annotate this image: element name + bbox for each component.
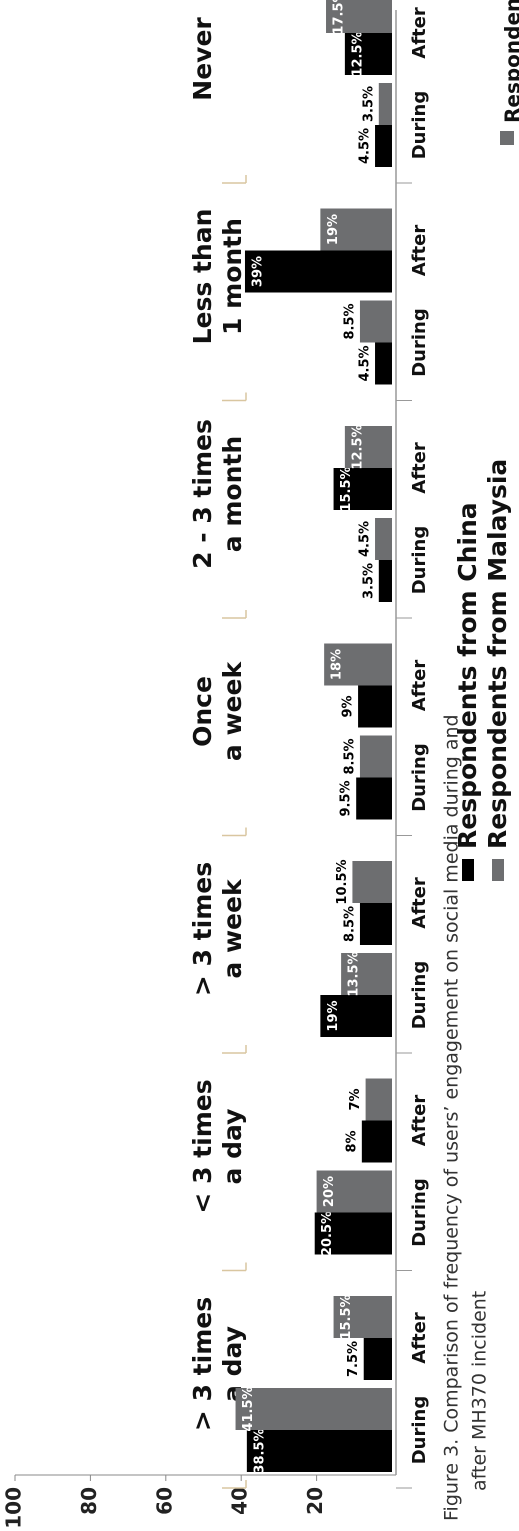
x-tick-label: After (409, 442, 430, 494)
value-label: 9% (341, 695, 356, 717)
bar (324, 643, 393, 686)
bar (320, 995, 392, 1037)
value-label: 19% (326, 214, 341, 245)
value-label: 39% (250, 256, 265, 287)
group-label: 1 month (218, 218, 247, 335)
value-label: 38.5% (252, 1428, 267, 1473)
x-tick-label: After (409, 660, 430, 712)
bar (359, 300, 392, 343)
group-label: a day (218, 1109, 247, 1185)
bar (358, 685, 393, 728)
legend-marker (492, 859, 504, 881)
value-label: 3.5% (361, 563, 376, 599)
bar (333, 468, 393, 510)
group-label: Never (188, 17, 217, 101)
group-label: > 3 times (188, 862, 217, 996)
x-tick-label: After (409, 1095, 430, 1147)
y-tick-label: 100 (2, 1487, 26, 1529)
value-label: 8.5% (342, 906, 357, 942)
x-tick-label: During (409, 1396, 430, 1465)
bar (341, 953, 393, 995)
group-label: Once (188, 676, 217, 747)
bar (352, 861, 393, 903)
group-label: > 3 times (188, 1297, 217, 1431)
legend-label: Respondents from Malaysia (483, 459, 512, 849)
value-label: 41.5% (241, 1386, 256, 1431)
value-label: 12.5% (350, 31, 365, 76)
bar (316, 1170, 393, 1213)
value-label: 15.5% (339, 1294, 354, 1339)
bar (356, 777, 392, 820)
group-label: a week (218, 661, 247, 762)
value-label: 4.5% (358, 128, 373, 164)
y-tick-label: 60 (152, 1487, 176, 1515)
value-label: 8% (344, 1130, 359, 1152)
bar (246, 1430, 392, 1472)
value-label: 20.5% (320, 1211, 335, 1256)
bar (235, 1388, 392, 1430)
value-label: 3.5% (361, 86, 376, 122)
bar (363, 1338, 393, 1380)
bar (375, 125, 393, 167)
bar (378, 83, 392, 125)
x-tick-label: During (409, 743, 430, 812)
caption: Figure 3. Comparison of frequency of use… (441, 714, 463, 1521)
group-label: a week (218, 878, 247, 979)
x-tick-label: During (409, 308, 430, 377)
value-label: 8.5% (342, 738, 357, 774)
bar (359, 735, 392, 778)
y-tick-label: 40 (228, 1487, 252, 1515)
legend-label: Respondents from Malaysia (501, 0, 519, 123)
value-label: 18% (330, 649, 345, 680)
value-label: 10.5% (335, 859, 350, 904)
value-label: 13.5% (347, 951, 362, 996)
value-label: 20% (322, 1176, 337, 1207)
bar (359, 903, 392, 945)
x-tick-label: During (409, 91, 430, 160)
value-label: 12.5% (350, 424, 365, 469)
value-label: 17.5% (332, 0, 347, 35)
x-tick-label: After (409, 7, 430, 59)
group-label: < 3 times (188, 1079, 217, 1213)
bar (378, 560, 392, 602)
x-tick-label: After (409, 1312, 430, 1364)
bar (365, 1078, 392, 1121)
x-tick-label: After (409, 877, 430, 929)
y-tick-label: 80 (77, 1487, 101, 1515)
bar (333, 1296, 393, 1338)
x-tick-label: After (409, 225, 430, 277)
group-label: 2 - 3 times (188, 419, 217, 569)
bar (320, 208, 392, 251)
legend-label: Respondents from China (453, 502, 482, 849)
x-tick-label: During (409, 526, 430, 595)
legend-marker (500, 131, 514, 145)
x-tick-label: During (409, 961, 430, 1030)
value-label: 8.5% (342, 303, 357, 339)
bar (344, 33, 392, 75)
value-label: 19% (326, 1000, 341, 1031)
value-label: 4.5% (358, 521, 373, 557)
value-label: 9.5% (339, 780, 354, 816)
caption: after MH370 incident (469, 1291, 491, 1491)
bar (344, 426, 392, 468)
bar (361, 1120, 392, 1163)
value-label: 7.5% (346, 1341, 361, 1377)
y-tick-label: 20 (303, 1487, 327, 1515)
group-label: a month (218, 436, 247, 552)
group-label: Less than (188, 209, 217, 345)
value-label: 15.5% (339, 466, 354, 511)
bar (375, 518, 393, 560)
legend-marker (462, 859, 474, 881)
bar (326, 0, 392, 33)
bar (314, 1212, 392, 1255)
x-tick-label: During (409, 1178, 430, 1247)
value-label: 7% (348, 1088, 363, 1110)
value-label: 4.5% (358, 345, 373, 381)
bar (244, 250, 392, 293)
bar (375, 342, 393, 385)
